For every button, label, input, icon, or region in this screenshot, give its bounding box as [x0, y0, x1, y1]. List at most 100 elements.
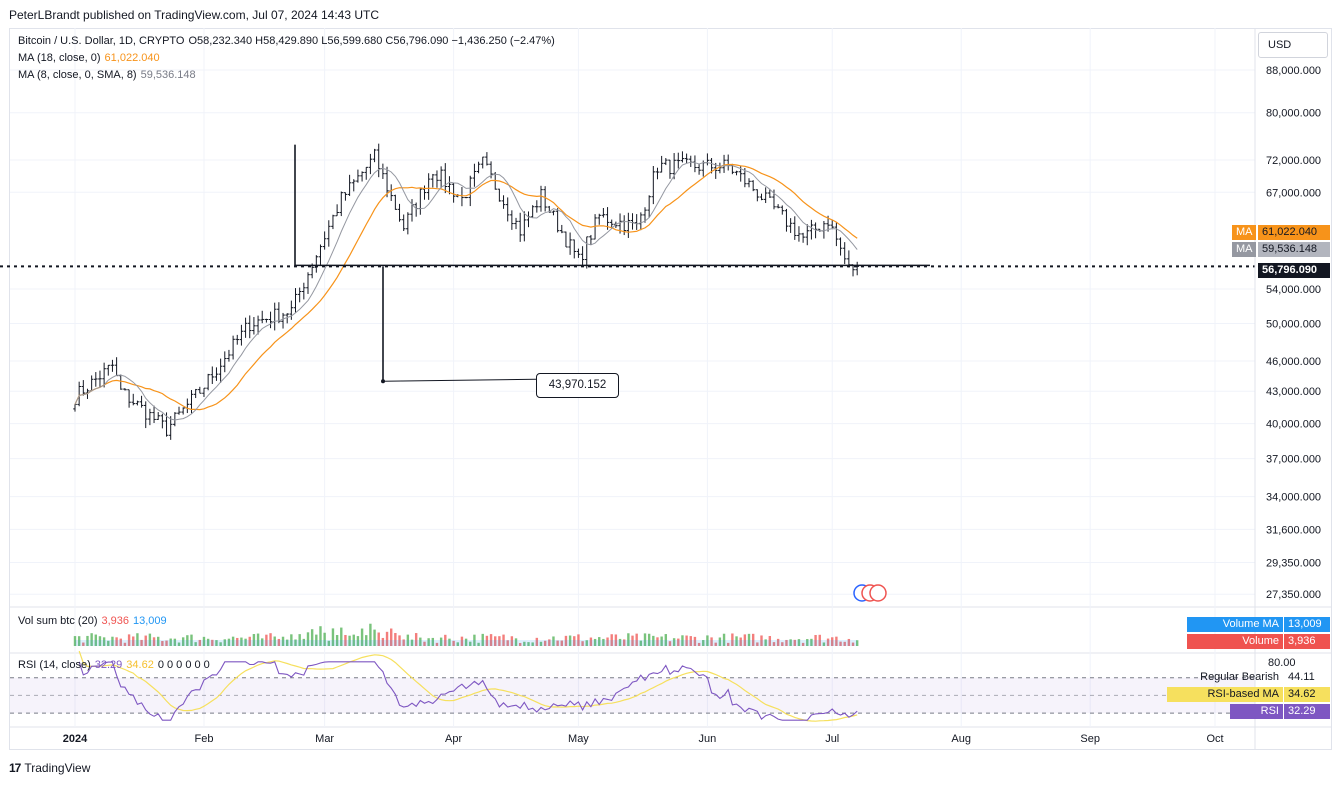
target-price-label[interactable]: 43,970.152 — [536, 373, 619, 398]
volume-bar — [527, 642, 530, 646]
volume-bar — [344, 634, 347, 646]
volume-bar — [406, 634, 410, 646]
footer-brand[interactable]: 17 TradingView — [9, 761, 90, 775]
ohlc-bar — [830, 220, 835, 230]
volume-bar — [627, 633, 630, 646]
ohlc-bar — [722, 154, 726, 173]
ma1-legend[interactable]: MA (18, close, 0) 61,022.040 — [18, 52, 164, 64]
symbol-label: Bitcoin / U.S. Dollar, 1D, CRYPTO — [18, 35, 185, 47]
volume-bar — [452, 640, 455, 646]
volume-bar — [622, 639, 626, 646]
ohlc-bar — [206, 373, 210, 391]
ohlc-values: O58,232.340 H58,429.890 L56,599.680 C56,… — [188, 35, 555, 47]
event-flag-icon — [869, 584, 887, 602]
ohlc-bar — [634, 214, 639, 230]
ohlc-bar — [177, 406, 181, 415]
volume-bar — [543, 640, 547, 646]
ohlc-bar — [643, 207, 647, 223]
ohlc-bar — [472, 163, 477, 187]
ohlc-bar — [468, 175, 473, 207]
currency-selector[interactable]: USD — [1258, 32, 1328, 58]
ohlc-bar — [718, 162, 722, 174]
volume-bar — [82, 642, 85, 646]
ma1-tag-label: MA — [1232, 225, 1256, 240]
ohlc-bar — [535, 200, 539, 213]
ohlc-bar — [855, 261, 859, 276]
ohlc-bar — [838, 237, 843, 256]
ohlc-bar — [743, 167, 747, 188]
ohlc-bar — [193, 388, 198, 399]
volume-bar — [693, 636, 697, 646]
ohlc-bar — [768, 188, 772, 198]
ohlc-bar — [447, 176, 452, 195]
ohlc-bar — [755, 189, 760, 202]
ohlc-bar — [381, 163, 385, 179]
volume-bar — [86, 635, 89, 646]
ohlc-bar — [460, 187, 464, 207]
ohlc-bar — [360, 171, 364, 182]
y-tick-label: 29,350.000 — [1266, 558, 1321, 570]
volume-bar — [585, 640, 588, 646]
x-tick-label: Oct — [1206, 733, 1223, 745]
ohlc-bar — [152, 405, 156, 424]
ohlc-bar — [218, 358, 223, 383]
volume-bar — [760, 635, 763, 646]
volume-bar — [531, 642, 534, 646]
ohlc-bar — [202, 387, 206, 397]
y-tick-label: 54,000.000 — [1266, 284, 1321, 296]
volume-bar — [460, 636, 464, 646]
volume-bar — [377, 632, 380, 646]
ohlc-bar — [406, 212, 410, 235]
volume-bar — [731, 633, 734, 646]
volume-bar — [194, 642, 197, 646]
ohlc-bar — [568, 232, 572, 255]
ma2-price-tag: 59,536.148 — [1258, 242, 1330, 257]
volume-bar — [556, 640, 559, 646]
ohlc-bar — [705, 153, 710, 166]
ohlc-bar — [118, 374, 123, 390]
ohlc-bar — [227, 349, 231, 362]
volume-bar — [327, 640, 330, 646]
ohlc-bar — [763, 187, 768, 204]
ohlc-bar — [372, 148, 377, 163]
ohlc-bar — [693, 155, 697, 173]
ohlc-bar — [160, 413, 165, 429]
price-axis: 88,000.000 80,000.000 72,000.000 67,000.000… — [1254, 28, 1321, 750]
ohlc-bar — [572, 239, 577, 259]
volume-bar — [789, 639, 792, 646]
ohlc-bar — [110, 359, 115, 372]
volume-bar — [602, 638, 605, 646]
volume-bar — [826, 638, 830, 646]
ohlc-bar — [443, 163, 448, 194]
ohlc-bar — [788, 218, 793, 233]
volume-bar — [123, 642, 127, 646]
ohlc-bar — [626, 212, 631, 238]
ohlc-bar — [684, 153, 689, 164]
volume-bar — [647, 633, 651, 646]
ma2-legend[interactable]: MA (8, close, 0, SMA, 8) 59,536.148 — [18, 69, 200, 81]
volume-bar — [390, 628, 393, 646]
ohlc-bar — [476, 161, 481, 174]
ohlc-bar — [414, 202, 418, 217]
rsi-legend[interactable]: RSI (14, close) 32.29 34.62 0 0 0 0 0 0 — [18, 659, 214, 671]
volume-bar — [323, 632, 326, 646]
moving-averages — [74, 161, 858, 421]
volume-legend[interactable]: Vol sum btc (20) 3,936 13,009 — [18, 615, 171, 627]
ohlc-bar — [393, 194, 398, 210]
ohlc-bar — [173, 412, 177, 427]
ohlc-bar — [306, 272, 310, 294]
volume-bar — [781, 642, 784, 646]
volume-bar — [539, 641, 543, 646]
volume-bar — [115, 637, 118, 646]
volume-bar — [136, 633, 139, 646]
volume-bar — [360, 628, 364, 646]
volume-bar — [107, 640, 110, 646]
volume-ma-area — [75, 640, 858, 646]
volume-bar — [190, 634, 193, 646]
volume-ma-value: 13,009 — [133, 615, 167, 627]
ohlc-bar — [422, 185, 427, 200]
volume-bar — [435, 642, 439, 646]
ohlc-bar — [322, 231, 327, 250]
ohlc-bar — [505, 197, 510, 222]
